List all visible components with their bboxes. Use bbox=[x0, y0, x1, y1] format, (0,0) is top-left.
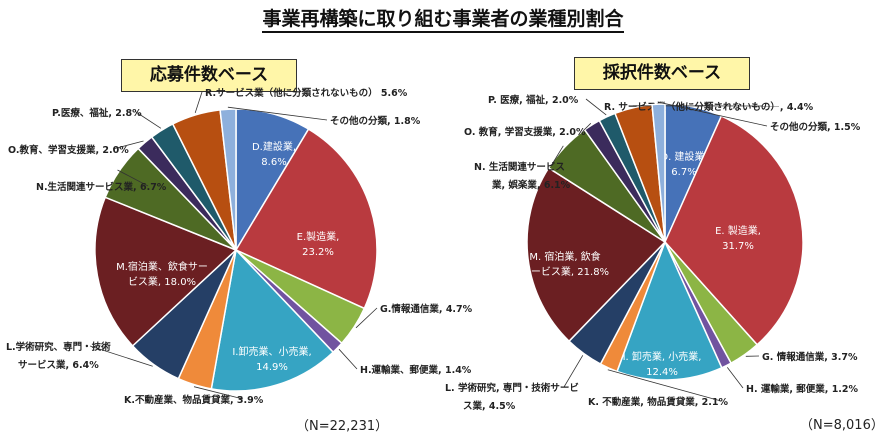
pie-1: D. 建設業, 6.7% E. 製造業, 31.7% G. 情報通信業, 3.7% H. … bbox=[445, 94, 861, 412]
right-chart-title: 採択件数ベース bbox=[574, 57, 750, 90]
pie-slice-manufacturing bbox=[664, 115, 804, 346]
leader-line bbox=[726, 367, 744, 389]
slice-label: K. 不動産業, 物品賃貸業, 2.1% bbox=[588, 396, 728, 408]
leader-line bbox=[607, 369, 722, 402]
pie-slice-retail bbox=[210, 248, 335, 392]
slice-label: O.教育、学習支援業, 2.0% bbox=[8, 144, 129, 156]
slice-label: L.学術研究、専門・技術 bbox=[6, 341, 111, 353]
leader-line bbox=[582, 123, 592, 132]
slice-label: H.運輸業、郵便業, 1.4% bbox=[360, 364, 472, 376]
slice-label: R. サービス業（他に分類されないもの）, 4.4% bbox=[604, 101, 814, 113]
leader-line bbox=[112, 140, 144, 150]
pie-slice-lodging bbox=[94, 196, 238, 347]
pie-slice-retail bbox=[616, 240, 723, 381]
leader-line bbox=[227, 106, 328, 121]
slice-label: N. 生活関連サービス bbox=[474, 161, 565, 173]
leader-line bbox=[193, 386, 244, 400]
left-chart-title: 応募件数ベース bbox=[121, 59, 297, 92]
slice-label: その他の分類, 1.8% bbox=[330, 115, 421, 127]
slice-label: D. 建設業, bbox=[660, 150, 707, 163]
left-sample-size: （N=22,231） bbox=[296, 419, 389, 434]
slice-label: サービス業, 21.8% bbox=[521, 265, 609, 278]
slice-label: O. 教育, 学習支援業, 2.0% bbox=[464, 126, 586, 138]
slice-value: 6.7% bbox=[671, 167, 696, 178]
slice-label: ス業, 4.5% bbox=[463, 400, 516, 412]
slice-value: 31.7% bbox=[722, 241, 754, 252]
pie-slice-other bbox=[219, 108, 237, 251]
slice-value: 14.9% bbox=[256, 362, 288, 373]
leader-line bbox=[658, 101, 768, 127]
slice-value: 23.2% bbox=[302, 247, 334, 258]
right-sample-size: （N=8,016） bbox=[800, 418, 884, 433]
pie-0: D.建設業, 8.6% E.製造業, 23.2% G.情報通信業, 4.7% H.運輸業、… bbox=[6, 87, 473, 406]
slice-label: N.生活関連サービス業, 6.7% bbox=[36, 181, 167, 193]
leader-line bbox=[355, 307, 378, 329]
pie-slice-lodging bbox=[526, 166, 667, 343]
slice-label: I.卸売業、小売業, bbox=[232, 345, 311, 358]
slice-label: P.医療、福祉, 2.8% bbox=[52, 107, 142, 119]
slice-label: M.宿泊業、飲食サー bbox=[116, 260, 208, 273]
slice-label: 業, 娯楽業, 6.1% bbox=[491, 179, 571, 191]
slice-label: G.情報通信業, 4.7% bbox=[380, 303, 473, 315]
page-title: 事業再構築に取り組む事業者の業種別割合 bbox=[0, 4, 886, 33]
slice-label: L. 学術研究, 専門・技術サービ bbox=[445, 382, 579, 394]
slice-label: I. 卸売業, 小売業, bbox=[623, 350, 702, 363]
slice-label: R.サービス業（他に分類されないもの） 5.6% bbox=[205, 87, 408, 99]
leader-line bbox=[338, 348, 358, 370]
pie-slice-manufacturing bbox=[234, 128, 378, 310]
leader-line bbox=[117, 169, 149, 187]
leader-line bbox=[550, 145, 564, 167]
leader-line bbox=[135, 111, 162, 129]
slice-label: G. 情報通信業, 3.7% bbox=[762, 351, 858, 363]
slice-label: サービス業, 6.4% bbox=[18, 359, 99, 371]
slice-label: E. 製造業, bbox=[715, 224, 761, 237]
slice-label: M. 宿泊業, 飲食 bbox=[529, 250, 600, 263]
slice-label: その他の分類, 1.5% bbox=[770, 121, 861, 133]
slice-label: ビス業, 18.0% bbox=[128, 275, 196, 288]
slice-label: P. 医療, 福祉, 2.0% bbox=[488, 94, 579, 106]
slice-label: D.建設業, bbox=[252, 140, 296, 153]
leader-line bbox=[563, 355, 584, 388]
slice-label: H. 運輸業, 郵便業, 1.2% bbox=[746, 383, 859, 395]
slice-value: 8.6% bbox=[261, 157, 286, 168]
slice-value: 12.4% bbox=[646, 367, 678, 378]
leader-line bbox=[194, 91, 203, 114]
slice-label: K.不動産業、物品賃貸業, 3.9% bbox=[124, 394, 264, 406]
leader-line bbox=[89, 345, 153, 367]
leader-line bbox=[585, 98, 607, 116]
slice-label: E.製造業, bbox=[297, 230, 340, 243]
